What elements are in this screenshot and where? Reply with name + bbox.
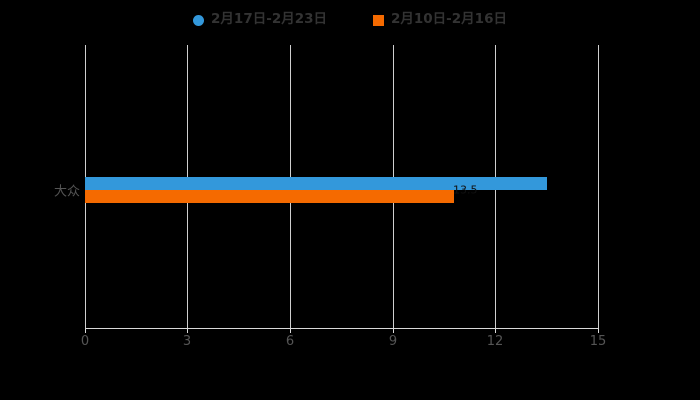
bar-series-2-大众[interactable] <box>85 190 454 203</box>
bar-series-1-大众[interactable] <box>85 177 547 190</box>
x-tick-mark-15 <box>598 329 599 333</box>
x-tick-label-12: 12 <box>486 334 504 349</box>
x-tick-label-6: 6 <box>285 334 295 349</box>
legend-label-series-2: 2月10日-2月16日 <box>391 11 507 28</box>
legend-label-series-1: 2月17日-2月23日 <box>211 11 327 28</box>
x-tick-label-15: 15 <box>589 334 607 349</box>
x-tick-label-9: 9 <box>388 334 398 349</box>
y-category-label-大众: 大众 <box>53 184 80 200</box>
x-tick-label-0: 0 <box>80 334 90 349</box>
x-tick-label-3: 3 <box>182 334 192 349</box>
gridline-15 <box>598 45 599 328</box>
x-tick-mark-9 <box>393 329 394 333</box>
x-tick-mark-3 <box>187 329 188 333</box>
legend-swatch-circle-icon <box>193 14 205 26</box>
x-tick-mark-6 <box>290 329 291 333</box>
x-tick-mark-0 <box>85 329 86 333</box>
legend-swatch-square-icon <box>373 14 384 26</box>
x-axis-line <box>85 328 599 329</box>
legend-item-series-1[interactable]: 2月17日-2月23日 <box>193 8 327 32</box>
bar-value-label-series-1: 13.5 <box>453 183 478 197</box>
legend-item-series-2[interactable]: 2月10日-2月16日 <box>373 8 507 32</box>
x-tick-mark-12 <box>495 329 496 333</box>
plot-area: 13.5 <box>85 45 599 328</box>
chart-legend: 2月17日-2月23日 2月10日-2月16日 <box>0 8 700 32</box>
